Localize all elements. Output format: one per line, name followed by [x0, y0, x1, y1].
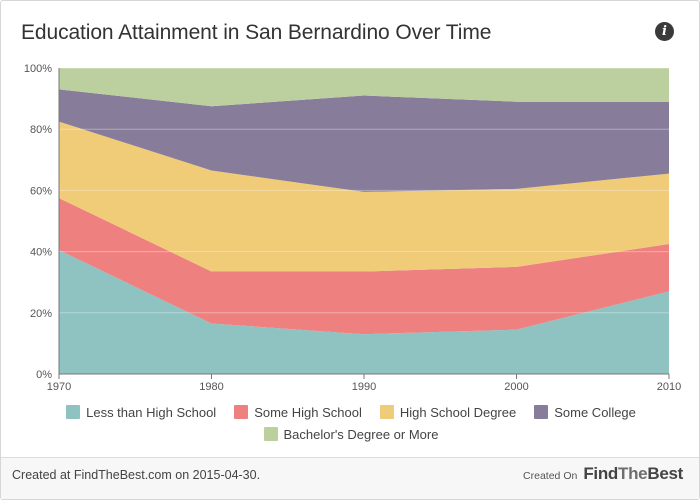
legend-label: High School Degree	[399, 404, 517, 420]
area-some-college	[59, 89, 669, 192]
area-less-than-high-school	[59, 250, 669, 374]
y-tick-label: 80%	[30, 124, 52, 136]
footer: Created at FindTheBest.com on 2015-04-30…	[1, 457, 699, 499]
chart-legend: Less than High School Some High School Hig…	[1, 401, 700, 445]
legend-item[interactable]: Less than High School	[66, 405, 216, 420]
legend-row: Bachelor's Degree or More	[1, 423, 700, 445]
legend-item[interactable]: High School Degree	[379, 404, 517, 420]
legend-label: Some High School	[254, 404, 362, 420]
y-tick-label: 40%	[30, 247, 52, 259]
area-high-school-degree	[59, 121, 669, 272]
y-tick-label: 100%	[24, 63, 52, 75]
x-tick-label: 1990	[352, 381, 376, 393]
created-at-text: Created at FindTheBest.com on 2015-04-30…	[12, 468, 261, 482]
info-icon[interactable]: i	[655, 22, 674, 41]
logo-find: Find	[583, 464, 619, 483]
chart-canvas: 0% 20% 40% 60% 80% 100% 1970 1980 1990 2000 2010	[24, 63, 681, 393]
created-on-label: Created On	[523, 470, 578, 482]
legend-label: Bachelor's Degree or More	[283, 426, 439, 442]
logo-best: Best	[647, 464, 683, 483]
legend-label: Some College	[554, 404, 636, 420]
area-bachelor-s-degree-or-more	[59, 68, 669, 107]
legend-swatch	[379, 405, 394, 419]
legend-swatch	[534, 405, 549, 419]
legend-swatch	[263, 427, 278, 441]
logo-the: The	[618, 464, 648, 483]
x-tick-label: 1970	[47, 381, 71, 393]
y-tick-label: 60%	[30, 185, 52, 197]
legend-swatch	[234, 405, 249, 419]
legend-label: Less than High School	[86, 404, 217, 420]
x-tick-label: 2010	[657, 381, 681, 393]
legend-swatch	[66, 405, 81, 419]
legend-item[interactable]: Some High School	[234, 405, 362, 420]
x-tick-label: 1980	[199, 381, 223, 393]
x-tick-label: 2000	[504, 381, 528, 393]
legend-item[interactable]: Some College	[534, 405, 636, 420]
created-on-logo[interactable]: Created On Find The Best	[523, 464, 683, 484]
legend-row: Less than High School Some High School Hig…	[1, 401, 700, 423]
y-tick-label: 0%	[36, 369, 52, 381]
chart-title: Education Attainment in San Bernardino O…	[21, 21, 492, 44]
area-some-high-school	[59, 198, 669, 335]
legend-item[interactable]: Bachelor's Degree or More	[263, 426, 439, 442]
y-tick-label: 20%	[30, 308, 52, 320]
